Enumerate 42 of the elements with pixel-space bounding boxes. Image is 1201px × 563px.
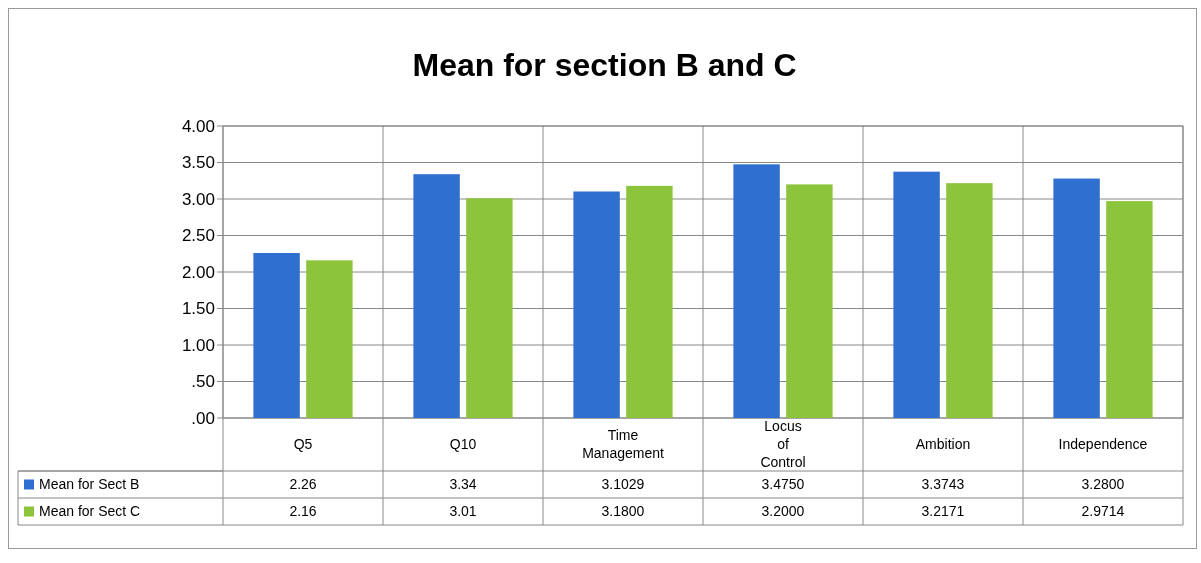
data-label: 3.1029 [601, 476, 645, 493]
bar [1106, 201, 1153, 418]
y-tick-label: .50 [191, 372, 215, 392]
data-label: 2.16 [289, 503, 317, 520]
x-tick-label: Q5 [293, 436, 313, 453]
bar [413, 174, 460, 418]
bar [893, 171, 940, 418]
bar [786, 184, 833, 418]
data-label: 2.26 [289, 476, 317, 493]
bar [946, 183, 993, 418]
data-label: 3.01 [449, 503, 477, 520]
bar [253, 253, 300, 418]
y-tick-label: 3.50 [181, 153, 215, 173]
bar [466, 198, 513, 418]
data-label: 3.2800 [1081, 476, 1125, 493]
chart-title: Mean for section B and C [412, 47, 797, 83]
y-tick-label: 2.00 [181, 262, 215, 282]
y-tick-label: .00 [191, 408, 215, 428]
data-label: 3.34 [449, 476, 477, 493]
bar [626, 185, 673, 418]
data-label: 3.2171 [921, 503, 965, 520]
y-tick-label: 4.00 [181, 116, 215, 136]
x-tick-label: Ambition [915, 436, 971, 453]
legend-label: Mean for Sect B [39, 476, 140, 493]
bar [573, 191, 620, 418]
data-label: 3.3743 [921, 476, 965, 493]
bar [1053, 178, 1100, 418]
data-label: 3.4750 [761, 476, 805, 493]
x-tick-label: Time Management [582, 427, 664, 462]
legend-label: Mean for Sect C [39, 503, 141, 520]
y-tick-label: 1.50 [181, 299, 215, 319]
bar [306, 260, 353, 418]
x-tick-label: Independence [1058, 436, 1148, 453]
y-tick-label: 1.00 [181, 335, 215, 355]
y-tick-label: 3.00 [181, 189, 215, 209]
data-label: 3.1800 [601, 503, 645, 520]
y-tick-label: 2.50 [181, 226, 215, 246]
bar [733, 164, 780, 418]
data-label: 2.9714 [1081, 503, 1125, 520]
x-tick-label: Locus of Control [760, 418, 806, 471]
x-tick-label: Q10 [449, 436, 477, 453]
data-label: 3.2000 [761, 503, 805, 520]
